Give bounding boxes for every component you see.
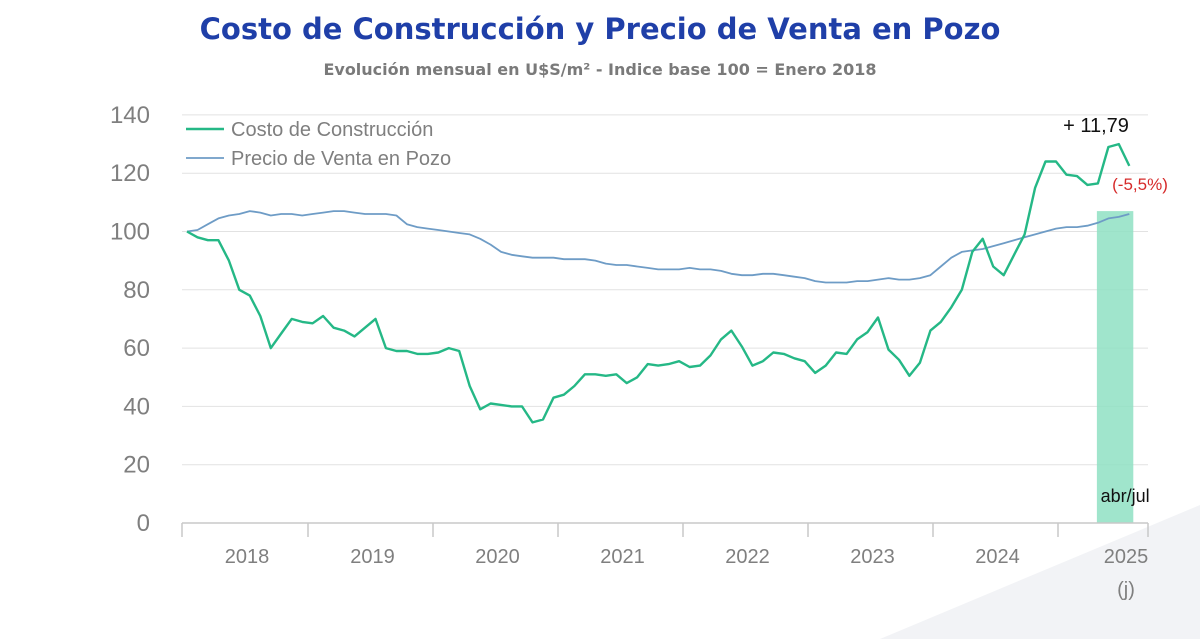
y-tick-label: 100 xyxy=(110,219,150,246)
legend-label: Costo de Construcción xyxy=(231,119,433,141)
y-tick-label: 120 xyxy=(110,160,150,187)
x-tick-label: 2019 xyxy=(350,546,395,568)
x-tick-label-suffix: (j) xyxy=(1117,579,1135,601)
x-tick-label: 2023 xyxy=(850,546,895,568)
y-tick-label: 40 xyxy=(123,393,150,420)
y-tick-label: 20 xyxy=(123,452,150,479)
highlight-band xyxy=(1096,211,1134,523)
x-tick-label: 2022 xyxy=(725,546,770,568)
x-tick-label: 2025 xyxy=(1104,546,1149,568)
y-tick-label: 60 xyxy=(123,335,150,362)
series-line-costo-de-construcci-n xyxy=(186,142,1131,424)
x-tick-label: 2020 xyxy=(475,546,520,568)
highlight-label: abr/jul xyxy=(1101,486,1150,506)
y-tick-label: 80 xyxy=(123,277,150,304)
corner-decoration xyxy=(880,505,1200,639)
x-tick-label: 2024 xyxy=(975,546,1020,568)
chart-title: Costo de Construcción y Precio de Venta … xyxy=(199,12,1001,46)
x-tick-label: 2021 xyxy=(600,546,645,568)
y-tick-label: 0 xyxy=(137,510,150,537)
y-tick-label: 140 xyxy=(110,102,150,129)
annotation-percent: (-5,5%) xyxy=(1112,175,1168,194)
legend-label: Precio de Venta en Pozo xyxy=(231,148,451,170)
x-tick-label: 2018 xyxy=(225,546,270,568)
series-line-precio-de-venta-en-pozo xyxy=(186,210,1130,284)
annotation-change: + 11,79 xyxy=(1063,115,1129,137)
chart-subtitle: Evolución mensual en U$S/m² - Indice bas… xyxy=(323,60,877,79)
